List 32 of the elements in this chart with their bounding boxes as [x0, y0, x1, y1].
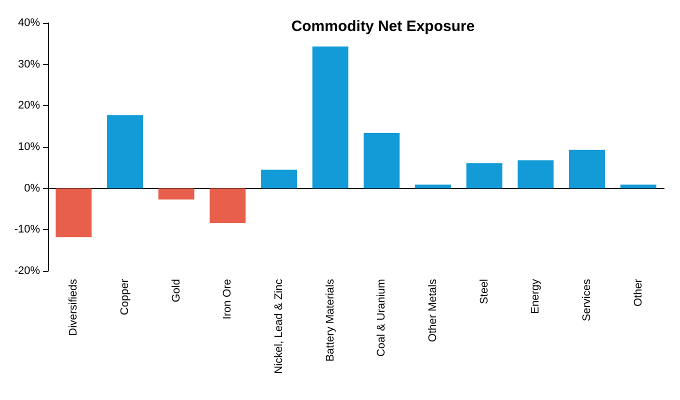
y-tick-label: -10% — [14, 224, 40, 236]
y-tick-label: 10% — [18, 141, 40, 153]
bar — [312, 46, 348, 188]
x-tick-label: Steel — [478, 279, 490, 304]
bar — [364, 132, 400, 188]
y-tick-label: 40% — [18, 17, 40, 29]
x-tick-label: Copper — [119, 278, 131, 316]
bar — [56, 188, 92, 238]
x-tick-label: Services — [581, 278, 593, 322]
bar — [518, 160, 554, 188]
y-tick-label: -20% — [14, 265, 40, 277]
x-tick-label: Other — [632, 278, 644, 307]
y-tick-label: 20% — [18, 100, 40, 112]
bar — [620, 184, 656, 188]
bar — [158, 188, 194, 200]
x-tick-label: Battery Materials — [324, 278, 336, 362]
x-tick-label: Coal & Uranium — [376, 279, 388, 357]
bar — [415, 184, 451, 188]
chart-title: Commodity Net Exposure — [291, 18, 475, 35]
bar — [466, 163, 502, 188]
bar — [261, 170, 297, 188]
y-tick-label: 0% — [24, 182, 40, 194]
x-tick-label: Other Metals — [427, 278, 439, 342]
x-tick-label: Nickel, Lead & Zinc — [273, 278, 285, 374]
bar — [210, 188, 246, 224]
x-tick-label: Gold — [170, 279, 182, 302]
x-tick-label: Energy — [530, 278, 542, 314]
x-tick-label: Diversifieds — [68, 278, 80, 336]
bar — [569, 150, 605, 188]
y-tick-label: 30% — [18, 58, 40, 70]
bar — [107, 115, 143, 188]
x-tick-label: Iron Ore — [222, 279, 234, 320]
